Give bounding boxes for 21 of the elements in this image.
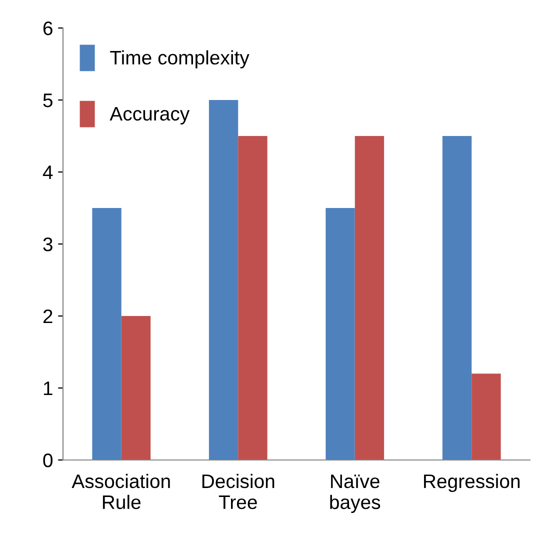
bar — [472, 374, 501, 460]
y-tick-label: 6 — [43, 21, 52, 36]
x-tick-label: Association Rule — [72, 474, 170, 510]
bar — [238, 136, 268, 460]
bar — [208, 100, 238, 460]
legend-label: Time complexity — [110, 50, 250, 68]
bar — [326, 208, 355, 460]
legend-label: Accuracy — [110, 107, 190, 124]
y-tick-label: 3 — [43, 237, 52, 252]
bar — [442, 136, 472, 460]
x-tick-label: Naïve bayes — [330, 474, 380, 513]
x-tick-label: Regression — [424, 474, 520, 492]
bar — [354, 136, 384, 460]
bar — [121, 316, 151, 460]
bar — [92, 208, 122, 460]
y-tick-label: 1 — [44, 382, 52, 396]
y-tick-label: 0 — [43, 453, 53, 468]
y-tick-label: 2 — [43, 309, 52, 324]
y-tick-label: 5 — [43, 94, 52, 108]
y-tick-label: 4 — [42, 166, 53, 180]
x-tick-label: Decision Tree — [202, 474, 274, 510]
